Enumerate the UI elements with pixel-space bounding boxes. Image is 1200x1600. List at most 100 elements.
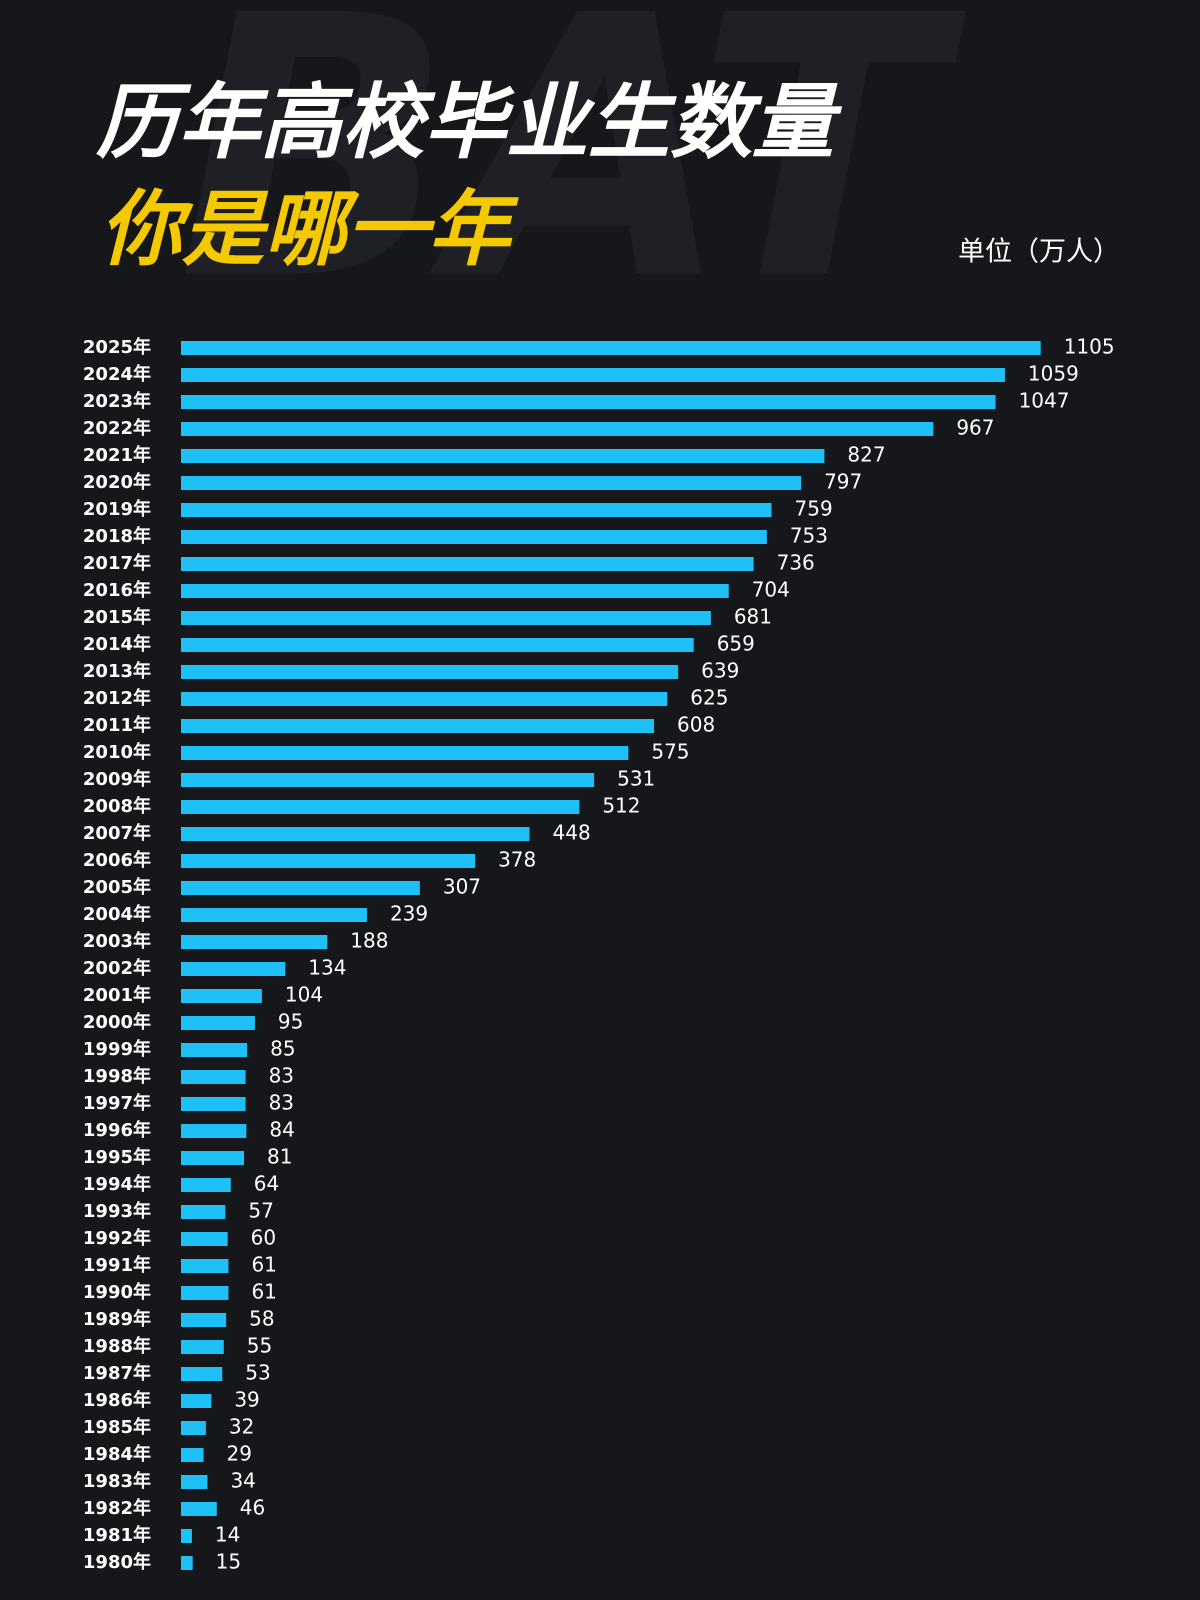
bar <box>181 1151 245 1165</box>
bar <box>181 1340 224 1354</box>
category-label: 1982年 <box>83 1497 151 1519</box>
category-label: 1986年 <box>83 1389 151 1411</box>
value-label: 188 <box>350 929 388 953</box>
value-label: 83 <box>269 1064 294 1088</box>
category-label: 1995年 <box>83 1146 151 1168</box>
bar <box>181 476 802 490</box>
value-label: 512 <box>602 794 640 818</box>
bar <box>181 638 694 652</box>
value-label: 64 <box>254 1172 279 1196</box>
bar <box>181 665 679 679</box>
category-label: 2004年 <box>83 903 151 925</box>
category-label: 2018年 <box>83 525 151 547</box>
value-label: 61 <box>251 1280 276 1304</box>
bar <box>181 1529 192 1543</box>
category-label: 2010年 <box>83 741 151 763</box>
bar <box>181 773 595 787</box>
chart-title: 历年高校毕业生数量 <box>96 75 843 170</box>
category-label: 2023年 <box>83 390 151 412</box>
category-label: 1991年 <box>83 1254 151 1276</box>
value-label: 681 <box>734 605 772 629</box>
value-label: 83 <box>269 1091 294 1115</box>
bar <box>181 1232 228 1246</box>
category-label: 2015年 <box>83 606 151 628</box>
bar <box>181 800 580 814</box>
value-label: 61 <box>251 1253 276 1277</box>
value-label: 55 <box>247 1334 272 1358</box>
bar <box>181 449 825 463</box>
bar <box>181 611 711 625</box>
bar <box>181 557 754 571</box>
bar <box>181 719 655 733</box>
category-label: 2019年 <box>83 498 151 520</box>
category-label: 1999年 <box>83 1038 151 1060</box>
bar <box>181 1313 227 1327</box>
value-label: 34 <box>230 1469 255 1493</box>
category-label: 1998年 <box>83 1065 151 1087</box>
value-label: 753 <box>790 524 828 548</box>
value-label: 1047 <box>1019 389 1070 413</box>
bar <box>181 530 767 544</box>
category-label: 2021年 <box>83 444 151 466</box>
category-label: 2006年 <box>83 849 151 871</box>
chart-subtitle: 你是哪一年 <box>100 182 519 277</box>
value-label: 15 <box>216 1550 241 1574</box>
category-label: 2014年 <box>83 633 151 655</box>
category-label: 2020年 <box>83 471 151 493</box>
bar <box>181 881 420 895</box>
category-label: 1984年 <box>83 1443 151 1465</box>
bar <box>181 1421 206 1435</box>
category-label: 1990年 <box>83 1281 151 1303</box>
category-label: 1994年 <box>83 1173 151 1195</box>
category-label: 1985年 <box>83 1416 151 1438</box>
bar <box>181 503 772 517</box>
category-label: 2000年 <box>83 1011 151 1033</box>
category-label: 2002年 <box>83 957 151 979</box>
bar <box>181 854 476 868</box>
value-label: 625 <box>690 686 728 710</box>
bar <box>181 584 729 598</box>
value-label: 84 <box>269 1118 294 1142</box>
value-label: 60 <box>251 1226 276 1250</box>
unit-label: 单位（万人） <box>958 237 1120 268</box>
category-label: 1983年 <box>83 1470 151 1492</box>
bar <box>181 368 1005 382</box>
bar <box>181 1502 217 1516</box>
value-label: 58 <box>249 1307 274 1331</box>
value-label: 704 <box>752 578 790 602</box>
category-label: 2017年 <box>83 552 151 574</box>
category-label: 1988年 <box>83 1335 151 1357</box>
watermark: BAT <box>178 0 967 358</box>
value-label: 448 <box>553 821 591 845</box>
category-label: 1993年 <box>83 1200 151 1222</box>
bar <box>181 692 668 706</box>
value-label: 759 <box>795 497 833 521</box>
value-label: 659 <box>717 632 755 656</box>
bar <box>181 908 367 922</box>
category-label: 2022年 <box>83 417 151 439</box>
bar <box>181 1043 248 1057</box>
bar <box>181 1259 229 1273</box>
value-label: 57 <box>248 1199 273 1223</box>
value-label: 575 <box>651 740 689 764</box>
category-label: 1996年 <box>83 1119 151 1141</box>
bar <box>181 1205 226 1219</box>
value-label: 1105 <box>1064 335 1115 359</box>
category-label: 2016年 <box>83 579 151 601</box>
value-label: 827 <box>847 443 885 467</box>
category-label: 2009年 <box>83 768 151 790</box>
category-label: 1997年 <box>83 1092 151 1114</box>
value-label: 95 <box>278 1010 303 1034</box>
bar <box>181 422 934 436</box>
category-label: 2012年 <box>83 687 151 709</box>
bar <box>181 1286 229 1300</box>
value-label: 104 <box>285 983 323 1007</box>
value-label: 531 <box>617 767 655 791</box>
category-label: 2003年 <box>83 930 151 952</box>
category-label: 1992年 <box>83 1227 151 1249</box>
bar <box>181 1475 208 1489</box>
bar <box>181 827 530 841</box>
category-label: 1980年 <box>83 1551 151 1573</box>
bar <box>181 341 1041 355</box>
